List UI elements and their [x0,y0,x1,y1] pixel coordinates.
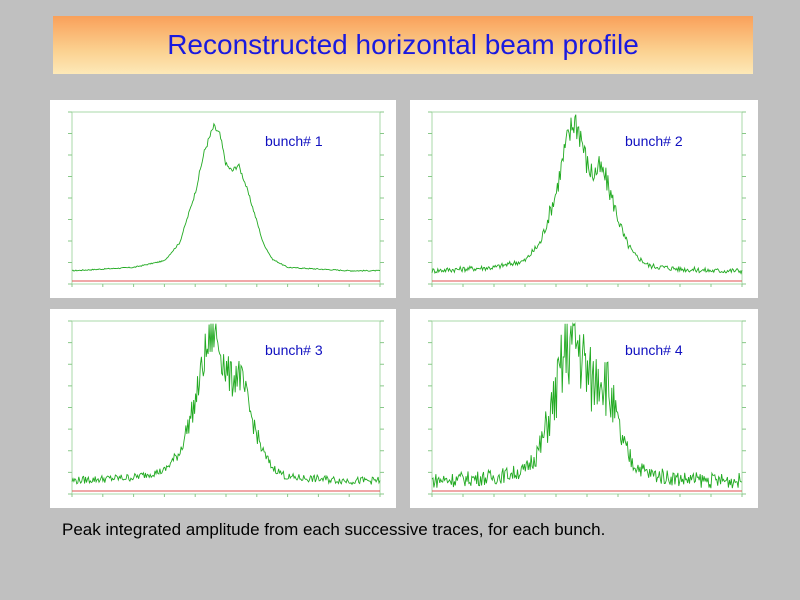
slide-caption: Peak integrated amplitude from each succ… [62,520,606,539]
chart-panel-bunch-4: bunch# 4 [410,309,758,508]
chart-svg-bunch-3 [68,320,384,497]
plot-frame [71,320,381,495]
profile-trace [431,322,743,489]
chart-svg-bunch-1 [68,111,384,287]
chart-panel-bunch-1: bunch# 1 [50,100,396,298]
chart-title: bunch# 1 [265,133,323,149]
chart-title: bunch# 3 [265,342,323,358]
plot-frame [71,111,381,285]
title-banner: Reconstructed horizontal beam profile [53,16,753,74]
chart-title: bunch# 4 [625,342,683,358]
plot-frame [431,320,743,495]
chart-panel-bunch-3: bunch# 3 [50,309,396,508]
chart-svg-bunch-2 [428,111,746,287]
profile-trace [71,122,381,272]
slide-title: Reconstructed horizontal beam profile [167,29,639,60]
profile-trace [431,114,743,275]
plot-frame [431,111,743,285]
chart-panel-bunch-2: bunch# 2 [410,100,758,298]
chart-title: bunch# 2 [625,133,683,149]
chart-svg-bunch-4 [428,320,746,497]
profile-trace [71,323,381,486]
